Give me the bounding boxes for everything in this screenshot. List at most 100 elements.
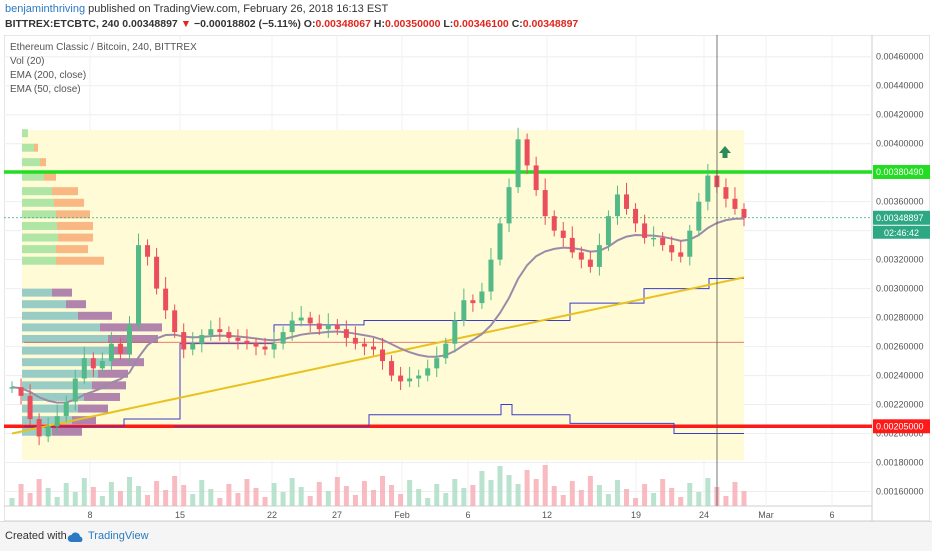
volume-profile-sell bbox=[56, 256, 104, 265]
volume-profile-sell bbox=[52, 187, 78, 196]
y-tick-label: 0.00180000 bbox=[876, 458, 924, 468]
x-tick-label: 27 bbox=[332, 510, 342, 520]
volume-bar bbox=[307, 496, 313, 506]
volume-bar bbox=[587, 476, 593, 506]
candle-body bbox=[235, 337, 241, 341]
volume-profile-buy bbox=[22, 404, 78, 413]
high-value: 0.00350000 bbox=[384, 18, 441, 30]
candle-body bbox=[343, 329, 349, 338]
volume-bar bbox=[172, 476, 178, 506]
volume-bar bbox=[605, 494, 611, 506]
volume-bar bbox=[27, 493, 33, 506]
volume-profile-buy bbox=[22, 381, 92, 390]
volume-bar bbox=[226, 484, 232, 506]
volume-bar bbox=[136, 486, 142, 506]
y-tick-label: 0.00360000 bbox=[876, 197, 924, 207]
low-label: L: bbox=[443, 18, 454, 30]
volume-bar bbox=[352, 495, 358, 506]
footer: Created with TradingView bbox=[0, 521, 932, 551]
volume-bar bbox=[642, 484, 648, 506]
volume-bar bbox=[596, 485, 602, 506]
volume-bar bbox=[633, 498, 639, 506]
ohlc-line: BITTREX:ETCBTC, 240 0.00348897 ▼ −0.0001… bbox=[5, 18, 578, 30]
candle-body bbox=[9, 387, 15, 389]
candle-body bbox=[407, 378, 413, 382]
poc-step-line bbox=[24, 277, 744, 427]
candle-body bbox=[208, 329, 214, 335]
volume-profile-sell bbox=[56, 210, 90, 219]
x-tick-label: 24 bbox=[699, 510, 709, 520]
current-price-label: 0.00348897 bbox=[876, 213, 924, 223]
candle-body bbox=[524, 139, 530, 166]
candle-body bbox=[18, 387, 24, 396]
candle-body bbox=[36, 419, 42, 437]
high-label: H: bbox=[373, 18, 385, 30]
candle-body bbox=[624, 194, 630, 209]
open-value: 0.00348067 bbox=[315, 18, 371, 30]
volume-bar bbox=[389, 485, 395, 506]
volume-profile-buy bbox=[22, 392, 84, 401]
candle-body bbox=[271, 343, 277, 350]
candle-body bbox=[633, 208, 639, 224]
volume-bar bbox=[181, 485, 187, 506]
candle-body bbox=[217, 329, 223, 333]
candle-body bbox=[425, 368, 431, 376]
y-tick-label: 0.00280000 bbox=[876, 313, 924, 323]
y-tick-label: 0.00300000 bbox=[876, 284, 924, 294]
last-price: 0.00348897 bbox=[122, 18, 178, 30]
candle-body bbox=[678, 252, 684, 257]
chart-area[interactable]: 0.00160000 0.00180000 0.00200000 0.00220000… bbox=[3, 34, 931, 522]
volume-bar bbox=[289, 478, 295, 506]
volume-bar bbox=[434, 484, 440, 506]
value-area-low-line bbox=[174, 404, 744, 435]
volume-profile-buy bbox=[22, 129, 28, 138]
up-arrow-icon bbox=[719, 146, 731, 158]
volume-bar bbox=[325, 491, 331, 506]
volume-bar bbox=[36, 479, 42, 506]
down-arrow-icon: ▼ bbox=[180, 18, 192, 30]
volume-bar bbox=[90, 487, 96, 506]
volume-profile-buy bbox=[22, 311, 78, 320]
volume-profile-buy bbox=[22, 143, 34, 152]
tradingview-brand-link[interactable]: TradingView bbox=[88, 530, 149, 542]
volume-bar bbox=[669, 488, 675, 506]
candle-body bbox=[289, 320, 295, 333]
indicator-ema200[interactable]: EMA (200, close) bbox=[10, 70, 86, 81]
volume-profile-buy bbox=[22, 358, 112, 367]
indicator-vol[interactable]: Vol (20) bbox=[10, 56, 44, 67]
candle-body bbox=[705, 175, 711, 202]
level-price-box bbox=[873, 419, 930, 434]
candle-body bbox=[542, 190, 548, 217]
volume-profile-buy bbox=[22, 172, 44, 181]
volume-profile-buy bbox=[22, 245, 56, 254]
volume-bar bbox=[452, 479, 458, 506]
publish-line: benjaminthriving published on TradingVie… bbox=[5, 3, 388, 15]
chart-svg[interactable]: 0.00160000 0.00180000 0.00200000 0.00220000… bbox=[3, 34, 931, 522]
ema200-line bbox=[11, 276, 745, 435]
volume-profile-buy bbox=[22, 210, 56, 219]
volume-profile-sell bbox=[57, 221, 93, 230]
candle-body bbox=[434, 358, 440, 369]
volume-bar bbox=[108, 482, 114, 506]
candle-body bbox=[54, 416, 60, 427]
candle-body bbox=[108, 343, 114, 362]
volume-bar bbox=[343, 486, 349, 506]
volume-bar bbox=[18, 484, 24, 506]
volume-bar bbox=[488, 480, 494, 506]
volume-bar bbox=[253, 488, 259, 506]
candle-body bbox=[741, 208, 747, 218]
y-tick-label: 0.00220000 bbox=[876, 400, 924, 410]
author-link[interactable]: benjaminthriving bbox=[5, 3, 86, 15]
volume-bar bbox=[145, 495, 151, 506]
candle-body bbox=[551, 216, 557, 231]
open-label: O: bbox=[303, 18, 316, 30]
volume-bar bbox=[407, 480, 413, 506]
volume-bar bbox=[298, 487, 304, 506]
chart-header: benjaminthriving published on TradingVie… bbox=[0, 0, 932, 34]
candle-body bbox=[642, 223, 648, 238]
volume-profile-sell bbox=[98, 369, 128, 378]
volume-bar bbox=[723, 496, 729, 506]
indicator-ema50[interactable]: EMA (50, close) bbox=[10, 84, 81, 95]
candle-body bbox=[416, 375, 422, 379]
volume-profile-buy bbox=[22, 198, 54, 207]
